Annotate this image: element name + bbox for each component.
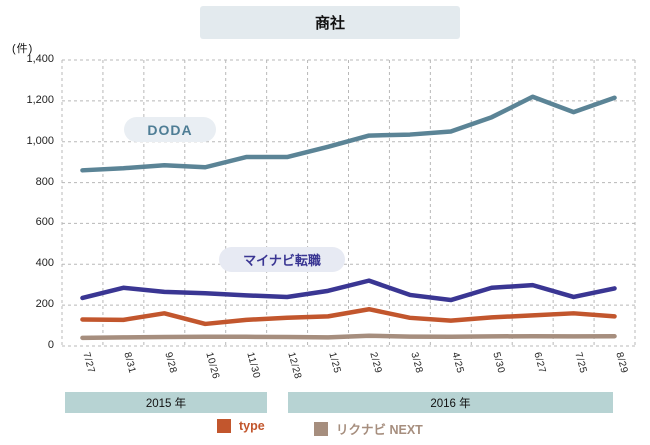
y-tick-label-600: 600 [35,216,54,229]
y-tick-label-1400: 1,400 [26,53,54,65]
y-tick-label-400: 400 [35,257,54,270]
year-band-2015: 2015 年 [65,392,267,413]
legend-label-type: type [239,419,265,433]
y-tick-label-1200: 1,200 [26,93,54,106]
series-line-マイナビ転職 [80,278,617,303]
y-tick-label-1000: 1,000 [26,134,54,147]
legend-swatch-type [217,419,231,433]
y-tick-label-800: 800 [35,175,54,188]
legend-label-rikunabi: リクナビ NEXT [336,423,423,437]
y-tick-label-0: 0 [47,339,54,351]
series-line-DODA [80,94,617,173]
series-line-リクナビ NEXT [80,333,617,341]
legend-swatch-rikunabi [314,421,328,436]
y-tick-label-200: 200 [35,298,54,311]
page-title: 商社 [200,6,460,39]
y-axis-unit-label: (件) [12,43,34,55]
legend-item-type: type [217,419,265,433]
series-label-mynavi: マイナビ転職 [219,247,345,272]
year-band-2016: 2016 年 [288,392,613,413]
series-line-type [80,306,617,327]
series-label-doda: DODA [124,117,216,142]
legend-item-rikunabi: リクナビ NEXT [314,419,423,438]
chart-legend: type リクナビ NEXT [0,417,650,439]
